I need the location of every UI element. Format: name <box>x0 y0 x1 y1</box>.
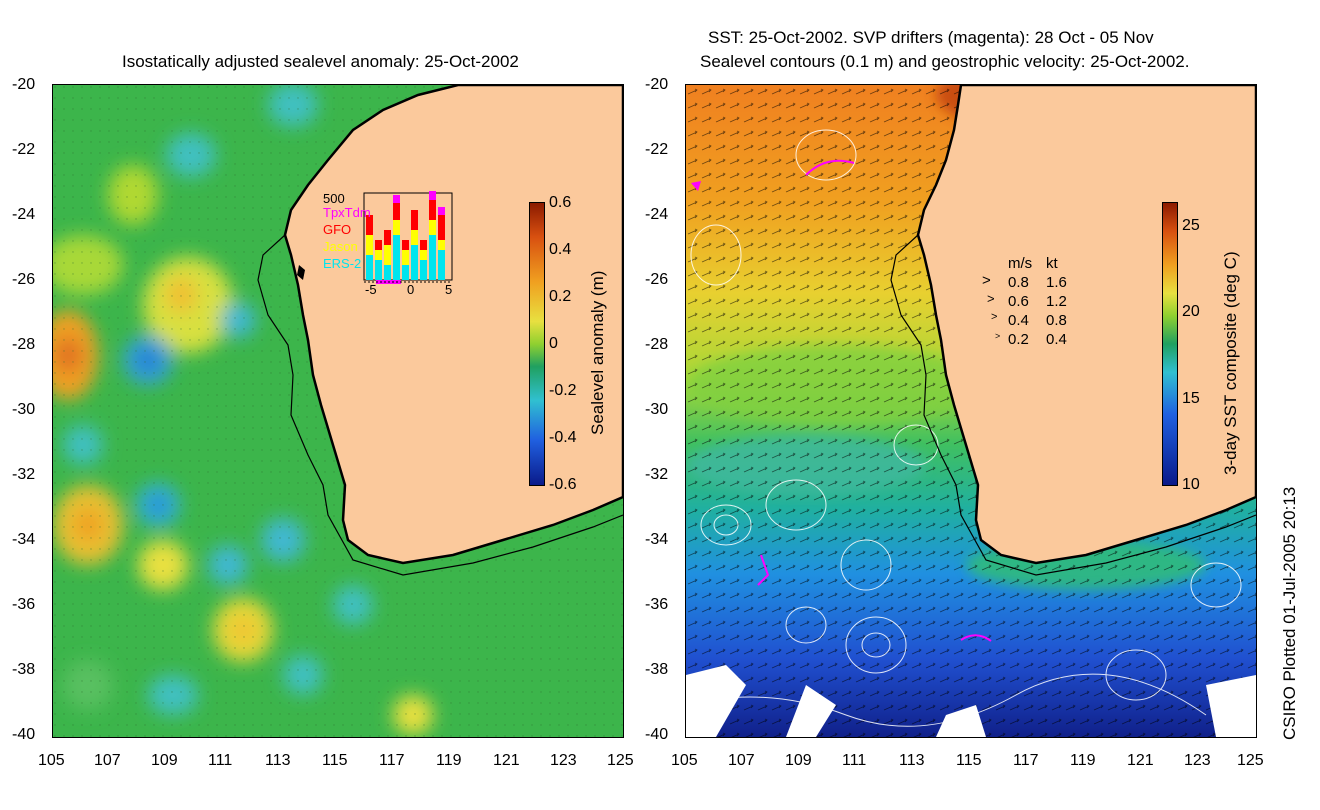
right-xtick-6: 117 <box>1013 752 1039 769</box>
right-ytick-8: -36 <box>645 596 669 613</box>
plot-credit: CSIRO Plotted 01-Jul-2005 20:13 <box>1280 486 1299 740</box>
left-xtick-2: 109 <box>151 752 178 769</box>
speed-legend-kt-3: 0.4 <box>1046 331 1067 348</box>
left-ytick-1: -22 <box>12 141 36 158</box>
sst-cb-tick-0: 25 <box>1182 217 1200 234</box>
left-ytick-2: -24 <box>12 206 36 223</box>
left-xtick-0: 105 <box>38 752 65 769</box>
inset-legend-ers2: ERS-2 <box>323 256 362 271</box>
sealevel-cb-tick-0: 0.6 <box>549 194 572 211</box>
speed-arrow-icon-2: > <box>991 311 998 323</box>
right-xtick-0: 105 <box>671 752 698 769</box>
left-ytick-4: -28 <box>12 336 36 353</box>
speed-arrow-icon-0: > <box>982 272 991 289</box>
right-xtick-2: 109 <box>785 752 812 769</box>
inset-ymax-label: 500 <box>323 191 345 206</box>
sst-cb-tick-1: 20 <box>1182 303 1200 320</box>
left-ytick-7: -34 <box>12 531 36 548</box>
left-xtick-8: 121 <box>493 752 520 769</box>
right-xtick-3: 111 <box>842 752 867 769</box>
sealevel-cb-label: Sealevel anomaly (m) <box>588 270 607 435</box>
left-ytick-10: -40 <box>12 726 36 743</box>
inset-legend-jason: Jason <box>323 239 358 254</box>
sealevel-cb-tick-6: -0.6 <box>549 476 577 493</box>
speed-legend-ms-1: 0.6 <box>1008 293 1029 310</box>
speed-legend-ms-3: 0.2 <box>1008 331 1029 348</box>
inset-xtick-0: 0 <box>407 282 415 297</box>
left-xtick-4: 113 <box>265 752 291 769</box>
right-xtick-1: 107 <box>728 752 755 769</box>
right-xtick-4: 113 <box>899 752 925 769</box>
left-ytick-9: -38 <box>12 661 36 678</box>
right-map-title-line2: Sealevel contours (0.1 m) and geostrophi… <box>700 52 1190 71</box>
right-ytick-7: -34 <box>645 531 669 548</box>
right-ytick-1: -22 <box>645 141 669 158</box>
speed-legend-ms-0: 0.8 <box>1008 274 1029 291</box>
sst-cb-label: 3-day SST composite (deg C) <box>1221 251 1240 475</box>
left-ytick-3: -26 <box>12 271 36 288</box>
right-xtick-10: 125 <box>1237 752 1264 769</box>
left-xtick-3: 111 <box>208 752 233 769</box>
left-xtick-9: 123 <box>550 752 577 769</box>
speed-legend-ms-2: 0.4 <box>1008 312 1029 329</box>
sst-cb-tick-3: 10 <box>1182 476 1200 493</box>
right-xtick-5: 115 <box>956 752 982 769</box>
right-ytick-3: -26 <box>645 271 669 288</box>
sst-colorbar <box>1162 202 1178 486</box>
inset-legend-gfo: GFO <box>323 222 352 237</box>
sealevel-cb-tick-1: 0.4 <box>549 241 572 258</box>
inset-xtick-5: 5 <box>445 282 453 297</box>
sealevel-cb-tick-2: 0.2 <box>549 288 572 305</box>
right-ytick-5: -30 <box>645 401 669 418</box>
left-ytick-0: -20 <box>12 76 36 93</box>
inset-legend-tpxtdm: TpxTdm <box>323 205 371 220</box>
speed-arrow-icon-3: > <box>995 331 1001 341</box>
inset-bar-chart: 500 <box>321 185 461 297</box>
sealevel-colorbar <box>529 202 545 486</box>
right-ytick-6: -32 <box>645 466 669 483</box>
left-ytick-8: -36 <box>12 596 36 613</box>
right-ytick-9: -38 <box>645 661 669 678</box>
speed-legend-kt-0: 1.6 <box>1046 274 1067 291</box>
left-xtick-1: 107 <box>94 752 121 769</box>
right-xtick-8: 121 <box>1127 752 1154 769</box>
inset-xtick-neg5: -5 <box>365 282 377 297</box>
sealevel-anomaly-map: 5 0 0 <box>52 84 624 738</box>
left-ytick-5: -30 <box>12 401 36 418</box>
sealevel-cb-tick-4: -0.2 <box>549 382 577 399</box>
left-xtick-5: 115 <box>322 752 348 769</box>
left-xtick-7: 119 <box>436 752 462 769</box>
speed-arrow-icon-1: > <box>987 291 995 306</box>
right-xtick-7: 119 <box>1070 752 1096 769</box>
left-xtick-10: 125 <box>607 752 634 769</box>
sst-cb-tick-2: 15 <box>1182 390 1200 407</box>
right-xtick-9: 123 <box>1184 752 1211 769</box>
speed-legend-ms-header: m/s <box>1008 255 1033 272</box>
right-map-title-line1: SST: 25-Oct-2002. SVP drifters (magenta)… <box>708 28 1154 47</box>
sealevel-cb-tick-3: 0 <box>549 335 558 352</box>
right-ytick-4: -28 <box>645 336 669 353</box>
right-ytick-10: -40 <box>645 726 669 743</box>
left-map-title: Isostatically adjusted sealevel anomaly:… <box>122 52 519 71</box>
right-ytick-2: -24 <box>645 206 669 223</box>
speed-legend-kt-1: 1.2 <box>1046 293 1067 310</box>
speed-legend-kt-header: kt <box>1046 255 1058 272</box>
sst-map: m/s kt > 0.8 1.6 > 0.6 1.2 > 0.4 0.8 > 0… <box>685 84 1257 738</box>
right-ytick-0: -20 <box>645 76 669 93</box>
speed-legend-kt-2: 0.8 <box>1046 312 1067 329</box>
sealevel-cb-tick-5: -0.4 <box>549 429 577 446</box>
left-xtick-6: 117 <box>379 752 405 769</box>
left-ytick-6: -32 <box>12 466 36 483</box>
